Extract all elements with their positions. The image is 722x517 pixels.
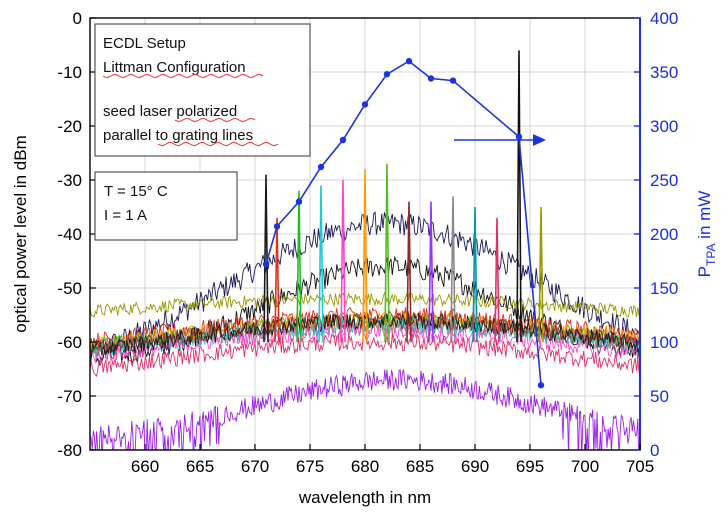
- tpa-arrow-head: [533, 134, 546, 146]
- x-tick-label: 675: [296, 457, 324, 476]
- tpa-point: [383, 71, 391, 78]
- x-tick-label: 670: [241, 457, 269, 476]
- conditions-annotation-box: T = 15° C I = 1 A: [94, 171, 238, 241]
- x-tick-label: 700: [571, 457, 599, 476]
- tpa-point: [339, 136, 347, 144]
- y-axis-ticks: 0 -10 -20 -30 -40 -50 -60 -70 -80: [57, 9, 96, 460]
- y2-axis-ticks: 400 350 300 250 200 150 100 50 0: [634, 9, 678, 460]
- setup-line-5: parallel to grating lines: [103, 127, 253, 144]
- y2-tick-label: 50: [650, 387, 669, 406]
- conditions-box-frame: [94, 171, 238, 241]
- tpa-axis-arrow: [454, 134, 546, 146]
- x-tick-label: 660: [131, 457, 159, 476]
- laser-peak: [538, 206, 544, 343]
- laser-peak: [450, 196, 456, 343]
- setup-box-frame: [94, 23, 311, 157]
- y-tick-label: -10: [57, 63, 82, 82]
- tpa-point: [405, 58, 413, 65]
- y2-axis-label: PTPA in mW: [695, 191, 718, 278]
- conditions-line-2: I = 1 A: [104, 207, 147, 224]
- laser-peak: [340, 179, 346, 343]
- x-tick-label: 695: [516, 457, 544, 476]
- setup-annotation-box: ECDL Setup Littman Configuration seed la…: [94, 23, 311, 157]
- plot-area: [90, 50, 640, 450]
- x-tick-label: 690: [461, 457, 489, 476]
- spectrum-background-trace: [90, 311, 640, 359]
- spellcheck-underline-3: [157, 142, 279, 146]
- tpa-point: [262, 261, 270, 268]
- y2-tick-label: 150: [650, 279, 678, 298]
- laser-peak: [516, 50, 522, 343]
- x-axis-ticks: 660 665 670 675 680 685 690 695 700 705: [131, 444, 654, 476]
- laser-peak: [406, 201, 412, 343]
- tpa-series-line: [265, 60, 542, 386]
- y2-tick-label: 400: [650, 9, 678, 28]
- tpa-point: [515, 133, 523, 140]
- laser-peak: [263, 174, 269, 343]
- y2-tick-label: 350: [650, 63, 678, 82]
- tpa-point: [537, 382, 545, 389]
- spectrum-purple-trace: [90, 369, 640, 450]
- y-tick-label: -20: [57, 117, 82, 136]
- x-axis-label: wavelength in nm: [298, 488, 431, 507]
- y-tick-label: -60: [57, 333, 82, 352]
- tpa-point: [317, 163, 325, 171]
- y2-axis-label-tail: in mW: [695, 191, 714, 244]
- tpa-point: [273, 223, 281, 230]
- laser-peak: [318, 185, 324, 343]
- x-tick-label: 665: [186, 457, 214, 476]
- laser-peak: [494, 217, 500, 343]
- laser-peak: [384, 163, 390, 343]
- y2-axis-label-sub: TPA: [704, 244, 718, 266]
- tpa-point: [427, 75, 435, 82]
- spellcheck-underline-1: [102, 74, 264, 78]
- laser-peak: [472, 206, 478, 343]
- conditions-line-1: T = 15° C: [104, 183, 168, 200]
- laser-peak: [428, 201, 434, 343]
- y-tick-label: 0: [73, 9, 82, 28]
- y2-tick-label: 200: [650, 225, 678, 244]
- y-tick-label: -50: [57, 279, 82, 298]
- setup-line-4: seed laser polarized: [103, 103, 237, 120]
- y-tick-label: -80: [57, 441, 82, 460]
- y2-tick-label: 100: [650, 333, 678, 352]
- y-tick-label: -40: [57, 225, 82, 244]
- tpa-series-layer: [262, 58, 545, 389]
- laser-peak: [274, 217, 280, 343]
- setup-line-2: Littman Configuration: [103, 59, 246, 76]
- laser-peak: [362, 169, 368, 343]
- y2-axis-label-main: P: [695, 266, 714, 277]
- tpa-point: [295, 198, 303, 205]
- x-tick-label: 680: [351, 457, 379, 476]
- spellcheck-underline-2: [174, 118, 256, 122]
- y-tick-label: -30: [57, 171, 82, 190]
- y-axis-label: optical power level in dBm: [11, 135, 30, 332]
- spectra-layer: [90, 50, 640, 450]
- y2-tick-label: 300: [650, 117, 678, 136]
- x-tick-label: 685: [406, 457, 434, 476]
- laser-peak: [296, 190, 302, 343]
- y2-tick-label: 250: [650, 171, 678, 190]
- tpa-point: [449, 77, 457, 84]
- tpa-point: [361, 101, 369, 108]
- setup-line-1: ECDL Setup: [103, 35, 186, 52]
- spectrum-background-trace: [90, 291, 640, 319]
- y2-tick-label: 0: [650, 441, 659, 460]
- y-tick-label: -70: [57, 387, 82, 406]
- x-tick-label: 705: [626, 457, 654, 476]
- spectrum-background-trace: [90, 333, 640, 378]
